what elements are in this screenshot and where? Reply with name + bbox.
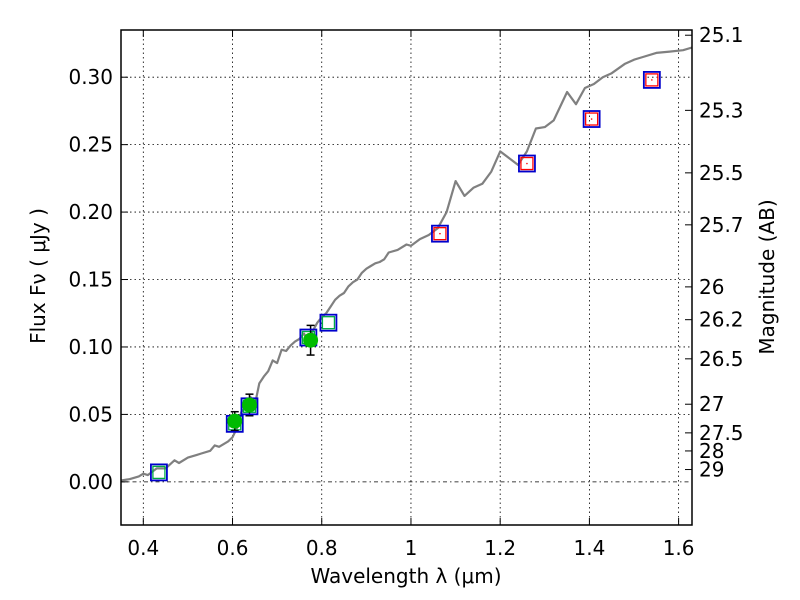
inner-dot [439,232,441,235]
inner-square-marker [433,227,447,241]
inner-square-marker [152,465,166,480]
x-tick-label: 0.6 [217,536,249,560]
model-photometry-square [150,463,168,482]
y-tick-label: 0.30 [68,65,113,89]
right-tick-label: 28 [699,439,724,463]
y-tick-label: 0.15 [68,268,113,292]
x-tick-labels: 0.4 0.6 0.8 1 1.2 1.4 1.6 [127,536,694,560]
y-tick-label: 0.00 [68,470,113,494]
model-photometry-square [582,110,601,128]
right-tick-label: 26.5 [699,347,744,371]
plot-area [121,46,692,482]
x-tick-label: 1.4 [573,536,605,560]
inner-square-marker [520,156,534,171]
x-tick-label: 1.2 [484,536,516,560]
right-tick-label: 25.7 [699,213,744,237]
model-photometry-square [319,313,338,332]
inner-dot [526,162,528,165]
inner-dot [590,118,593,120]
model-sed-line [121,46,692,482]
data-markers [150,71,661,482]
model-photometry-square [642,71,661,89]
y-tick-labels: 0.00 0.05 0.10 0.15 0.20 0.25 0.30 [68,65,113,494]
inner-square-marker [584,112,599,126]
axis-ticks [121,30,692,525]
model-photometry-square [518,154,536,173]
y-axis-label: Flux Fν ( μJy ) [26,208,50,344]
observed-point [227,413,243,429]
plot-frame [120,29,693,526]
y-tick-label: 0.05 [68,402,113,426]
y-tick-label: 0.25 [68,133,113,157]
model-photometry-square [431,224,449,243]
grid [121,30,692,525]
right-tick-label: 27.5 [699,421,744,445]
inner-dot [651,79,653,81]
inner-square-marker [645,73,659,87]
right-tick-label: 26 [699,275,724,299]
observed-point [303,332,319,348]
x-tick-label: 1 [405,536,418,560]
right-tick-label: 25.3 [699,98,744,122]
y-tick-label: 0.10 [68,335,113,359]
observed-point [241,397,257,413]
inner-square-marker [321,316,336,330]
right-tick-label: 27 [699,392,724,416]
right-tick-label: 29 [699,458,724,482]
x-axis-label: Wavelength λ (μm) [310,564,501,588]
right-axis-label: Magnitude (AB) [755,199,779,354]
x-tick-label: 0.8 [306,536,338,560]
right-tick-label: 25.1 [699,23,744,47]
x-tick-label: 0.4 [127,536,159,560]
right-tick-label: 26.2 [699,308,744,332]
y-tick-label: 0.20 [68,200,113,224]
x-tick-label: 1.6 [663,536,695,560]
right-tick-label: 25.5 [699,161,744,185]
